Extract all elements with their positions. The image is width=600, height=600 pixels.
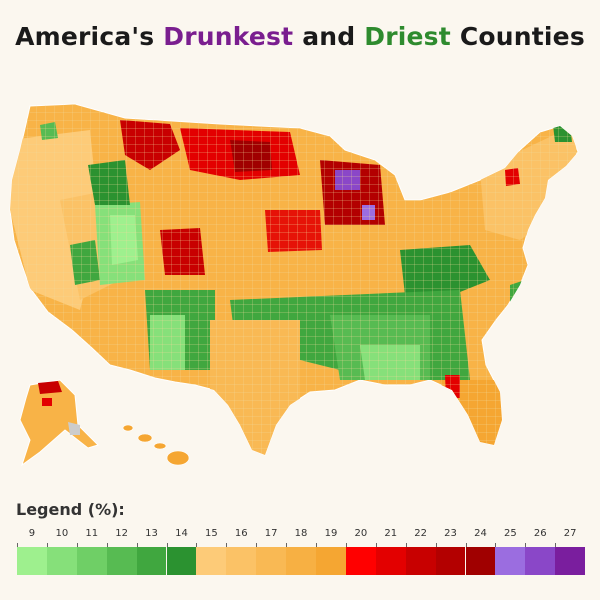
legend-value: 17 (264, 528, 278, 539)
legend-item: 19 (316, 528, 346, 576)
legend-swatch (166, 547, 197, 575)
legend-value: 25 (503, 528, 517, 539)
legend-swatch (196, 547, 227, 575)
legend-item: 14 (166, 528, 197, 576)
legend-tick (345, 543, 347, 547)
legend-swatch (286, 547, 316, 575)
legend-item: 24 (465, 528, 496, 576)
legend-item: 11 (76, 528, 107, 576)
legend-tick (286, 543, 288, 547)
county-grid (10, 104, 578, 455)
legend-value: 13 (145, 528, 158, 539)
title-part-1: America's (15, 22, 164, 51)
hawaii (122, 424, 190, 466)
legend-item: 23 (435, 528, 466, 576)
legend-tick (46, 543, 48, 547)
legend-value: 24 (474, 528, 487, 539)
legend-item: 21 (375, 528, 406, 576)
legend-value: 19 (324, 528, 338, 539)
map-title: America's Drunkest and Driest Counties (0, 22, 600, 51)
legend-value: 18 (294, 528, 308, 539)
alaska-red (38, 381, 62, 394)
legend-tick (76, 543, 78, 547)
legend-item: 13 (136, 528, 167, 576)
title-driest: Driest (364, 22, 451, 51)
legend-tick (106, 543, 108, 547)
legend-tick (525, 543, 527, 547)
legend-swatch (17, 547, 47, 575)
us-county-map (0, 80, 600, 480)
legend-value: 14 (175, 528, 188, 539)
legend-value: 23 (444, 528, 457, 539)
legend-item: 26 (525, 528, 556, 576)
legend-swatch (106, 547, 137, 575)
map-svg (9, 103, 579, 467)
legend-swatch (375, 547, 406, 575)
legend-tick (405, 543, 407, 547)
legend-swatch (256, 547, 287, 575)
legend-value: 9 (28, 528, 36, 539)
legend-value: 27 (563, 528, 577, 539)
legend-tick (495, 543, 497, 547)
legend-swatch (405, 547, 436, 575)
legend-value: 26 (533, 528, 547, 539)
title-part-2: and (293, 22, 365, 51)
alaska-gray (68, 422, 80, 435)
legend-tick (226, 543, 228, 547)
legend-value: 11 (85, 528, 99, 539)
legend-value: 22 (414, 528, 427, 539)
legend-title: Legend (%): (16, 500, 125, 519)
legend-item: 25 (495, 528, 526, 576)
title-drunkest: Drunkest (163, 22, 294, 51)
county-regions (10, 104, 578, 455)
legend-tick (375, 543, 377, 547)
legend-item: 20 (345, 528, 376, 576)
alaska (19, 379, 99, 467)
legend-value: 10 (55, 528, 69, 539)
legend-value: 20 (354, 528, 368, 539)
legend-swatch (136, 547, 167, 575)
legend-tick (196, 543, 198, 547)
legend-swatch (435, 547, 466, 575)
legend-swatch (345, 547, 376, 575)
legend-swatch (495, 547, 526, 575)
legend-tick (136, 543, 138, 547)
legend-tick (465, 543, 467, 547)
legend-value: 12 (115, 528, 128, 539)
legend-item: 17 (256, 528, 287, 576)
legend-scale: 9 10 11 12 13 14 15 16 17 18 19 20 21 22 23 24 25 26 27 (17, 528, 587, 576)
legend-value: 21 (384, 528, 398, 539)
legend-item: 16 (226, 528, 257, 576)
legend-swatch (525, 547, 556, 575)
legend-item: 12 (106, 528, 137, 576)
legend-item: 9 (17, 528, 47, 576)
legend-tick (17, 543, 18, 547)
legend-tick (435, 543, 437, 547)
legend-tick (256, 543, 258, 547)
legend-tick (316, 543, 317, 547)
legend-swatch (316, 547, 346, 575)
legend-swatch (46, 547, 77, 575)
legend-swatch (465, 547, 496, 575)
legend-swatch (226, 547, 257, 575)
legend-tick (166, 543, 168, 547)
legend-item: 18 (286, 528, 316, 576)
alaska-red-spot (42, 398, 52, 406)
title-part-3: Counties (450, 22, 585, 51)
legend-tick (555, 543, 557, 547)
legend-value: 16 (234, 528, 248, 539)
legend-item: 10 (46, 528, 77, 576)
legend-item: 15 (196, 528, 227, 576)
legend-swatch (76, 547, 107, 575)
legend-swatch (555, 547, 586, 575)
legend-value: 15 (204, 528, 218, 539)
legend-item: 22 (405, 528, 436, 576)
legend-item: 27 (555, 528, 586, 576)
